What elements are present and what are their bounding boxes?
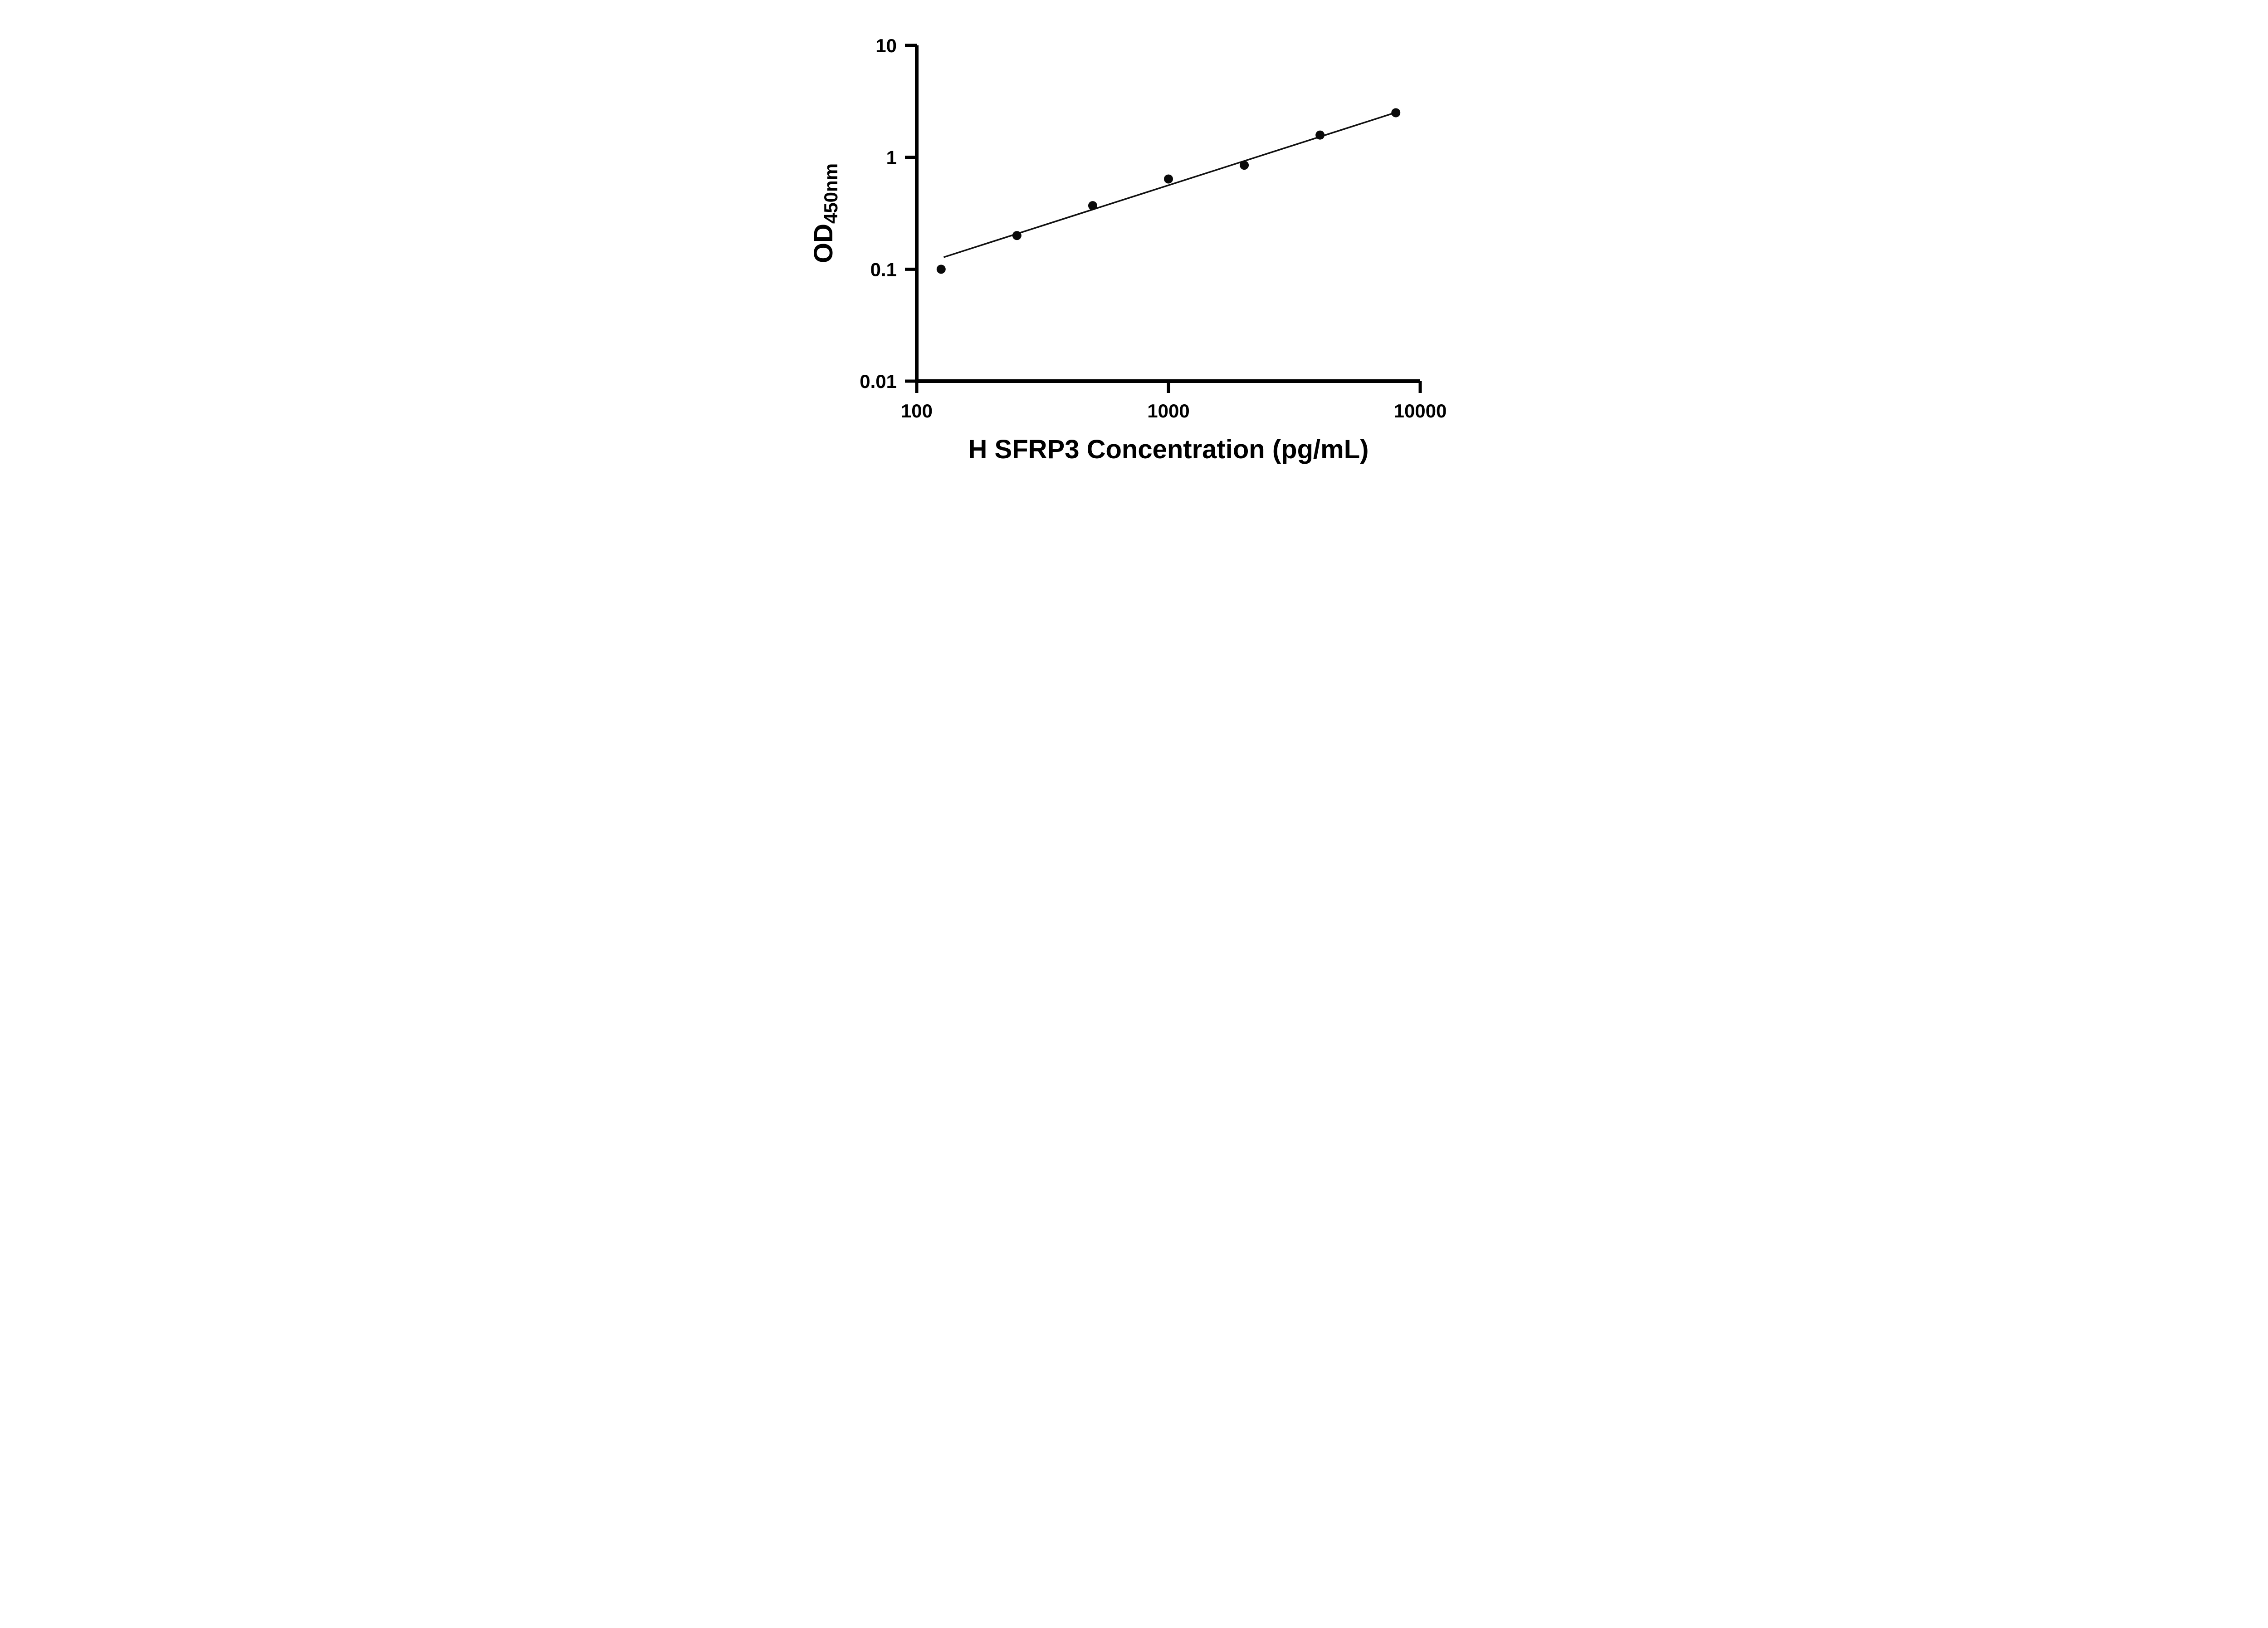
data-point [1012,231,1022,240]
standard-curve-chart: 0.01 0.1 1 10 100 1000 10000 H SFRP3 Concentrat… [785,0,1483,488]
data-point [936,265,946,274]
axis-lines [914,45,1420,383]
y-axis-label-subscript: 450nm [820,163,841,224]
trend-line [943,111,1399,258]
data-point [1391,108,1400,118]
y-axis-label-main: OD [809,224,838,263]
x-tick-label: 100 [900,400,932,422]
data-point [1239,161,1249,170]
x-axis-label: H SFRP3 Concentration (pg/mL) [968,435,1369,464]
page: 0.01 0.1 1 10 100 1000 10000 H SFRP3 Concentrat… [785,0,1483,488]
y-tick-label: 0.01 [860,371,897,392]
y-tick-label: 10 [875,35,897,56]
x-tick-label: 1000 [1147,400,1189,422]
x-tick-label: 10000 [1393,400,1447,422]
data-point [1088,201,1097,211]
y-axis-label: OD450nm [809,163,841,263]
y-tick-label: 1 [886,147,896,168]
data-point [1315,130,1325,140]
chart-canvas: 0.01 0.1 1 10 100 1000 10000 H SFRP3 Concentrat… [785,0,1483,488]
y-tick-label: 0.1 [870,259,896,280]
data-point [1163,174,1173,184]
